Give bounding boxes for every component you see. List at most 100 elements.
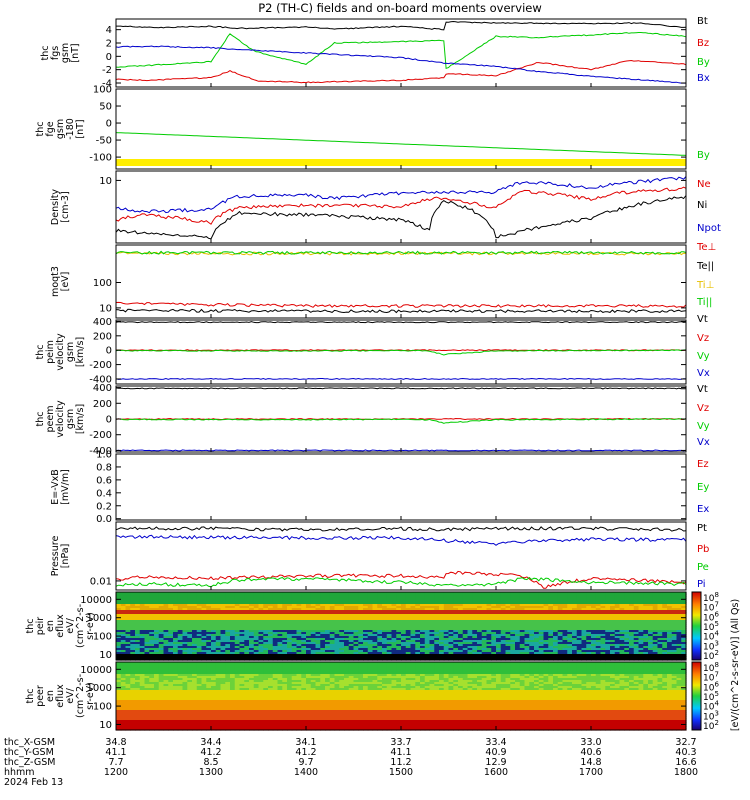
spectrogram-cell [643,596,649,599]
spectrogram-cell [553,598,559,601]
spectrogram-cell [291,592,298,595]
spectrogram-cell [396,614,402,617]
spectrogram-cell [249,622,255,625]
spectrogram-cell [154,656,160,659]
spectrogram-cell [676,642,682,645]
spectrogram-cell [439,600,445,603]
spectrogram-cell [196,632,203,635]
spectrogram-cell [315,664,321,667]
spectrogram-cell [334,626,340,629]
spectrogram-cell [363,598,369,601]
series-line-Bx [115,45,686,84]
spectrogram-cell [505,592,511,595]
series-line-Te|| [115,308,687,314]
spectrogram-cell [629,630,635,633]
spectrogram-cell [439,630,445,633]
spectrogram-cell [496,626,502,629]
spectrogram-cell [681,664,687,667]
spectrogram-cell [263,616,269,619]
spectrogram-cell [291,640,298,643]
spectrogram-cell [524,608,530,611]
spectrogram-cell [429,644,435,647]
spectrogram-cell [334,620,340,623]
spectrogram-cell [662,638,668,641]
spectrogram-cell [277,648,283,651]
spectrogram-cell [310,642,317,645]
spectrogram-cell [192,672,198,675]
spectrogram-cell [263,626,269,629]
spectrogram-cell [624,608,630,611]
spectrogram-cell [192,600,198,603]
spectrogram-cell [211,600,217,603]
spectrogram-cell [657,644,663,647]
spectrogram-cell [595,606,602,609]
spectrogram-cell [496,630,502,633]
y-axis-label-line: gsm [65,342,76,362]
spectrogram-cell [605,624,611,627]
spectrogram-cell [363,628,369,631]
spectrogram-cell [239,596,245,599]
spectrogram-cell [629,596,635,599]
spectrogram-cell [500,630,507,633]
spectrogram-cell [125,602,131,605]
spectrogram-cell [211,618,217,621]
spectrogram-cell [420,652,426,655]
spectrogram-cell [614,624,621,627]
spectrogram-cell [144,656,150,659]
spectrogram-cell [410,650,416,653]
spectrogram-cell [638,670,644,673]
legend-Vz: Vz [697,403,709,414]
spectrogram-cell [173,672,179,675]
spectrogram-cell [372,634,378,637]
spectrogram-cell [225,648,231,651]
spectrogram-cell [491,658,497,661]
spectrogram-cell [543,624,549,627]
spectrogram-cell [600,624,606,627]
spectrogram-cell [652,596,659,599]
spectrogram-cell [386,602,393,605]
spectrogram-cell [443,624,450,627]
spectrogram-cell [572,662,578,665]
spectrogram-cell [249,608,255,611]
spectrogram-cell [372,600,378,603]
spectrogram-cell [505,616,511,619]
spectrogram-cell [481,594,488,597]
spectrogram-cell [462,642,469,645]
spectrogram-cell [244,668,250,671]
spectrogram-cell [595,654,602,657]
spectrogram-cell [529,638,535,641]
spectrogram-cell [358,592,364,595]
y-tick-label: 100 [93,85,112,96]
spectrogram-cell [382,626,388,629]
spectrogram-cell [310,606,317,609]
spectrogram-cell [239,654,245,657]
spectrogram-cell [139,614,146,617]
spectrogram-cell [481,662,488,665]
spectrogram-cell [244,666,250,669]
spectrogram-cell [681,650,687,653]
spectrogram-cell [562,668,568,671]
spectrogram-cell [505,642,511,645]
spectrogram-cell [572,670,578,673]
spectrogram-cell [225,658,231,661]
spectrogram-cell [448,614,454,617]
spectrogram-cell [472,594,478,597]
spectrogram-cell [415,626,421,629]
spectrogram-cell [453,644,459,647]
spectrogram-cell [310,598,317,601]
spectrogram-cell [671,600,678,603]
spectrogram-cell [529,592,535,595]
spectrogram-cell [372,614,378,617]
spectrogram-cell [310,670,317,673]
spectrogram-cell [358,646,364,649]
spectrogram-cell [225,654,231,657]
spectrogram-cell [605,632,611,635]
spectrogram-cell [477,600,483,603]
spectrogram-cell [163,622,169,625]
spectrogram-cell [486,630,492,633]
spectrogram-cell [139,638,146,641]
spectrogram-cell [220,670,226,673]
spectrogram-cell [553,636,559,639]
spectrogram-cell [363,646,369,649]
spectrogram-cell [462,612,469,615]
